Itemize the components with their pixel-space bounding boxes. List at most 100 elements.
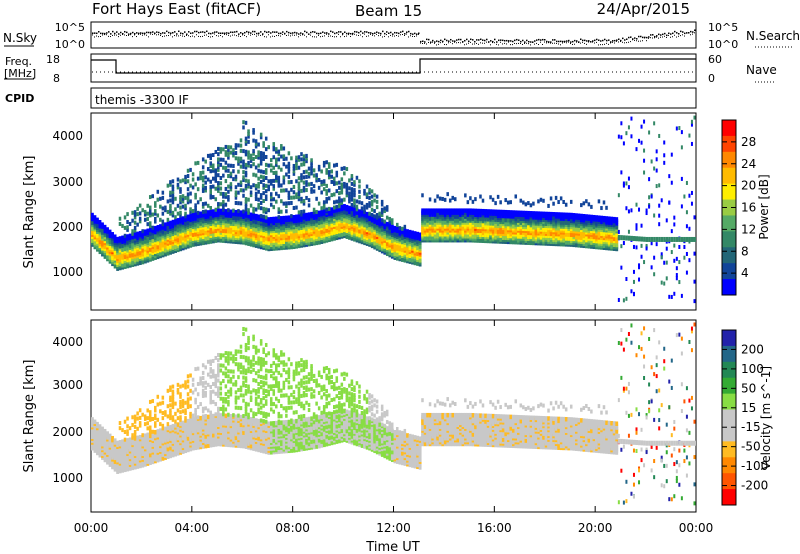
nsearch-point bbox=[456, 42, 457, 44]
nsky-point bbox=[452, 40, 454, 42]
power-cell bbox=[423, 208, 427, 213]
power-cell bbox=[217, 146, 220, 151]
nsky-point bbox=[124, 30, 126, 33]
nsky-point bbox=[400, 31, 402, 33]
power-cell bbox=[322, 160, 326, 165]
power-cell bbox=[148, 223, 152, 228]
power-cell bbox=[335, 189, 339, 194]
nsearch-point bbox=[408, 36, 409, 38]
power-cell bbox=[154, 203, 157, 208]
power-cell bbox=[154, 225, 157, 231]
power-cell bbox=[640, 236, 644, 242]
nsky-panel: N.Sky 10^5 10^0 N.Search 10^5 10^0 bbox=[3, 21, 800, 51]
nsearch-point bbox=[336, 36, 337, 38]
power-cell bbox=[259, 206, 263, 211]
power-cell bbox=[690, 236, 694, 242]
power-cell bbox=[527, 201, 530, 206]
power-cell bbox=[622, 181, 625, 186]
power-cell bbox=[257, 214, 261, 220]
nsearch-point bbox=[446, 44, 447, 46]
nsky-point bbox=[588, 40, 590, 42]
power-cell bbox=[663, 153, 666, 158]
power-cell bbox=[373, 193, 376, 198]
power-cell bbox=[259, 174, 263, 179]
power-cell bbox=[658, 213, 661, 218]
power-cell bbox=[378, 218, 382, 223]
power-cell bbox=[678, 244, 681, 249]
nsky-point bbox=[180, 32, 182, 34]
power-cell bbox=[368, 211, 371, 216]
nsearch-point bbox=[688, 32, 689, 34]
power-cell bbox=[126, 220, 129, 225]
nsky-point bbox=[372, 32, 374, 35]
power-cell bbox=[373, 209, 376, 214]
power-cell bbox=[305, 174, 308, 179]
cpid-label: CPID bbox=[5, 92, 34, 105]
power-cell bbox=[479, 208, 483, 214]
power-cell bbox=[136, 222, 139, 227]
nsky-point bbox=[522, 39, 524, 42]
power-cell bbox=[302, 213, 306, 218]
nsky-point bbox=[354, 30, 356, 33]
power-cell bbox=[297, 186, 301, 191]
power-cell bbox=[194, 203, 197, 208]
nsearch-point bbox=[158, 34, 159, 36]
nsearch-point bbox=[396, 35, 397, 37]
power-cell bbox=[292, 163, 296, 168]
power-cell bbox=[285, 156, 288, 161]
nsearch-point bbox=[184, 35, 185, 37]
power-cell bbox=[249, 158, 253, 163]
power-cell bbox=[620, 265, 623, 270]
power-cell bbox=[484, 209, 488, 214]
power-cell bbox=[131, 218, 134, 223]
nsky-point bbox=[294, 31, 296, 34]
power-cell bbox=[522, 200, 525, 205]
power-cell bbox=[617, 297, 620, 302]
nsearch-point bbox=[266, 36, 267, 38]
nsearch-point bbox=[432, 41, 433, 43]
power-cell bbox=[219, 149, 223, 154]
nsky-point bbox=[680, 30, 682, 33]
power-cell bbox=[282, 162, 286, 167]
power-cell bbox=[632, 279, 635, 284]
power-cell bbox=[693, 279, 696, 284]
power-cell bbox=[244, 170, 248, 175]
power-cell bbox=[249, 193, 253, 198]
nsky-point bbox=[538, 38, 540, 41]
power-cell bbox=[368, 190, 371, 195]
nsky-point bbox=[166, 30, 168, 33]
power-cell bbox=[617, 234, 621, 240]
power-cell bbox=[428, 208, 432, 213]
beam-label: Beam 15 bbox=[355, 2, 422, 20]
power-cell bbox=[645, 236, 649, 242]
power-cell bbox=[643, 170, 646, 175]
nsky-point bbox=[192, 32, 194, 34]
power-cell bbox=[227, 153, 230, 158]
nsearch-point bbox=[334, 36, 335, 38]
nsky-point bbox=[328, 33, 330, 35]
power-cell bbox=[219, 176, 223, 181]
power-cell bbox=[643, 148, 646, 153]
power-cell bbox=[254, 139, 258, 144]
power-cell bbox=[620, 244, 623, 249]
power-cell bbox=[212, 168, 215, 173]
nsearch-point bbox=[316, 36, 317, 38]
power-cell bbox=[345, 204, 349, 210]
power-cell bbox=[201, 183, 205, 188]
power-cell bbox=[224, 186, 228, 191]
power-cell bbox=[189, 183, 192, 188]
nsky-point bbox=[216, 31, 218, 33]
plot-title: Fort Hays East (fitACF) bbox=[92, 0, 261, 18]
nsky-point bbox=[514, 39, 516, 42]
power-cell bbox=[242, 170, 245, 175]
nsky-point bbox=[98, 31, 100, 33]
power-cell bbox=[345, 190, 349, 195]
power-cell bbox=[227, 208, 230, 213]
power-cell bbox=[227, 195, 230, 200]
power-cell bbox=[242, 120, 245, 125]
power-cell bbox=[237, 159, 240, 164]
power-cell bbox=[209, 205, 212, 210]
power-cell bbox=[325, 207, 328, 212]
nsearch-point bbox=[290, 35, 291, 37]
power-cell bbox=[234, 190, 238, 195]
